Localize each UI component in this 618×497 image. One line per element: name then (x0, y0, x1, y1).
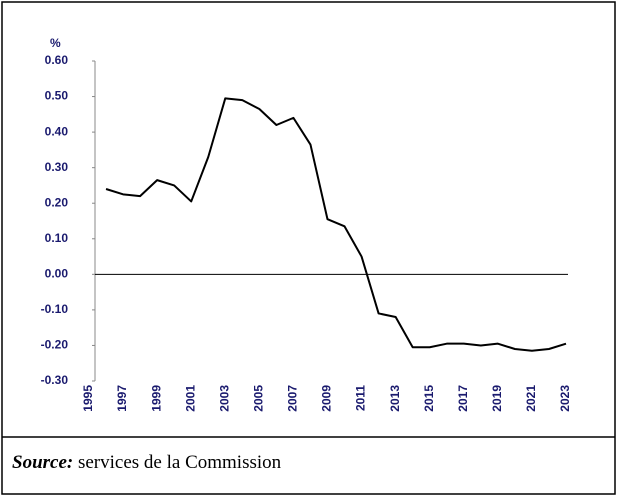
x-tick-label: 2015 (422, 385, 436, 412)
x-tick-label: 2001 (183, 385, 197, 412)
y-tick-label: 0.40 (45, 124, 69, 138)
y-tick-label: -0.10 (41, 302, 69, 316)
x-tick-label: 2005 (252, 385, 266, 412)
y-tick-label: -0.30 (41, 373, 69, 387)
y-tick-label: 0.60 (45, 53, 69, 67)
y-tick-label: 0.10 (45, 231, 69, 245)
y-tick-label: 0.00 (45, 267, 69, 281)
y-tick-label: 0.20 (45, 195, 69, 209)
line-series (105, 97, 567, 352)
x-tick-label: 2011 (354, 385, 368, 411)
x-tick-label: 2013 (388, 385, 402, 412)
x-tick-label: 1999 (149, 385, 163, 412)
x-tick-label: 1995 (81, 385, 95, 412)
x-tick-label: 2021 (524, 385, 538, 412)
x-tick-label: 2023 (558, 385, 572, 412)
x-tick-label: 2009 (320, 385, 334, 412)
source-text: services de la Commission (77, 452, 282, 473)
source-label: Source: (12, 452, 74, 473)
x-tick-label: 2019 (490, 385, 504, 412)
y-tick-label: 0.30 (45, 160, 69, 174)
source-note: Source: services de la Commission (12, 452, 281, 474)
y-tick-label: 0.50 (45, 89, 69, 103)
y-axis-label: % (50, 36, 61, 50)
x-tick-label: 2017 (456, 385, 470, 412)
y-tick-label: -0.20 (41, 338, 69, 352)
x-tick-label: 2007 (286, 385, 300, 412)
x-tick-label: 1997 (115, 385, 129, 412)
x-tick-label: 2003 (217, 385, 231, 412)
